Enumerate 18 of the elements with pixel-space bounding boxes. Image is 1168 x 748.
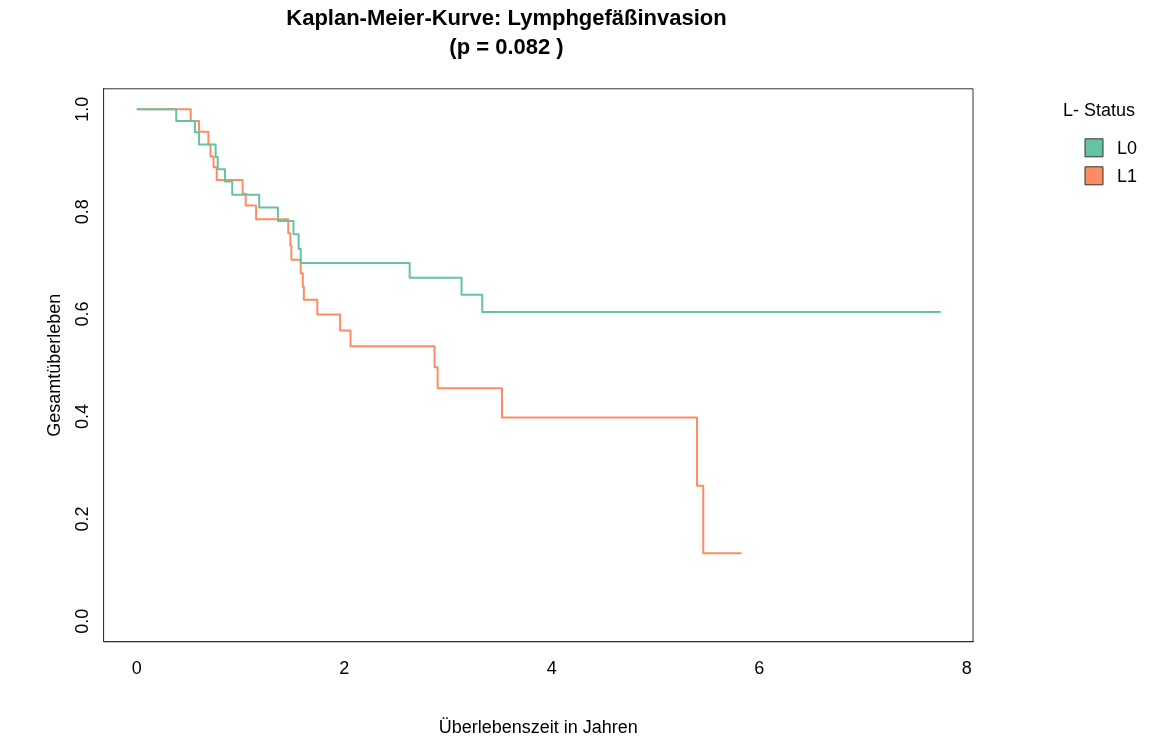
y-tick-label: 0.2: [71, 506, 92, 532]
x-tick-label: 6: [754, 657, 765, 678]
chart-subtitle: (p = 0.082 ): [449, 33, 564, 59]
x-tick-label: 4: [546, 657, 557, 678]
legend-label: L0: [1117, 137, 1138, 158]
chart-title: Kaplan-Meier-Kurve: Lymphgefäßinvasion: [286, 5, 727, 31]
y-tick-label: 0.8: [71, 199, 92, 225]
y-tick-label: 0.4: [71, 403, 92, 430]
x-axis-title: Überlebenszeit in Jahren: [438, 717, 638, 738]
legend-title: L- Status: [1063, 99, 1136, 120]
x-tick-label: 2: [339, 657, 350, 678]
x-tick-label: 8: [961, 657, 972, 678]
y-tick-label: 0.0: [71, 608, 92, 634]
y-tick-label: 0.6: [71, 301, 92, 327]
y-tick-label: 1.0: [71, 96, 92, 122]
y-axis-title: Gesamtüberleben: [43, 293, 64, 437]
x-tick-label: 0: [131, 657, 142, 678]
legend-label: L1: [1117, 165, 1138, 186]
